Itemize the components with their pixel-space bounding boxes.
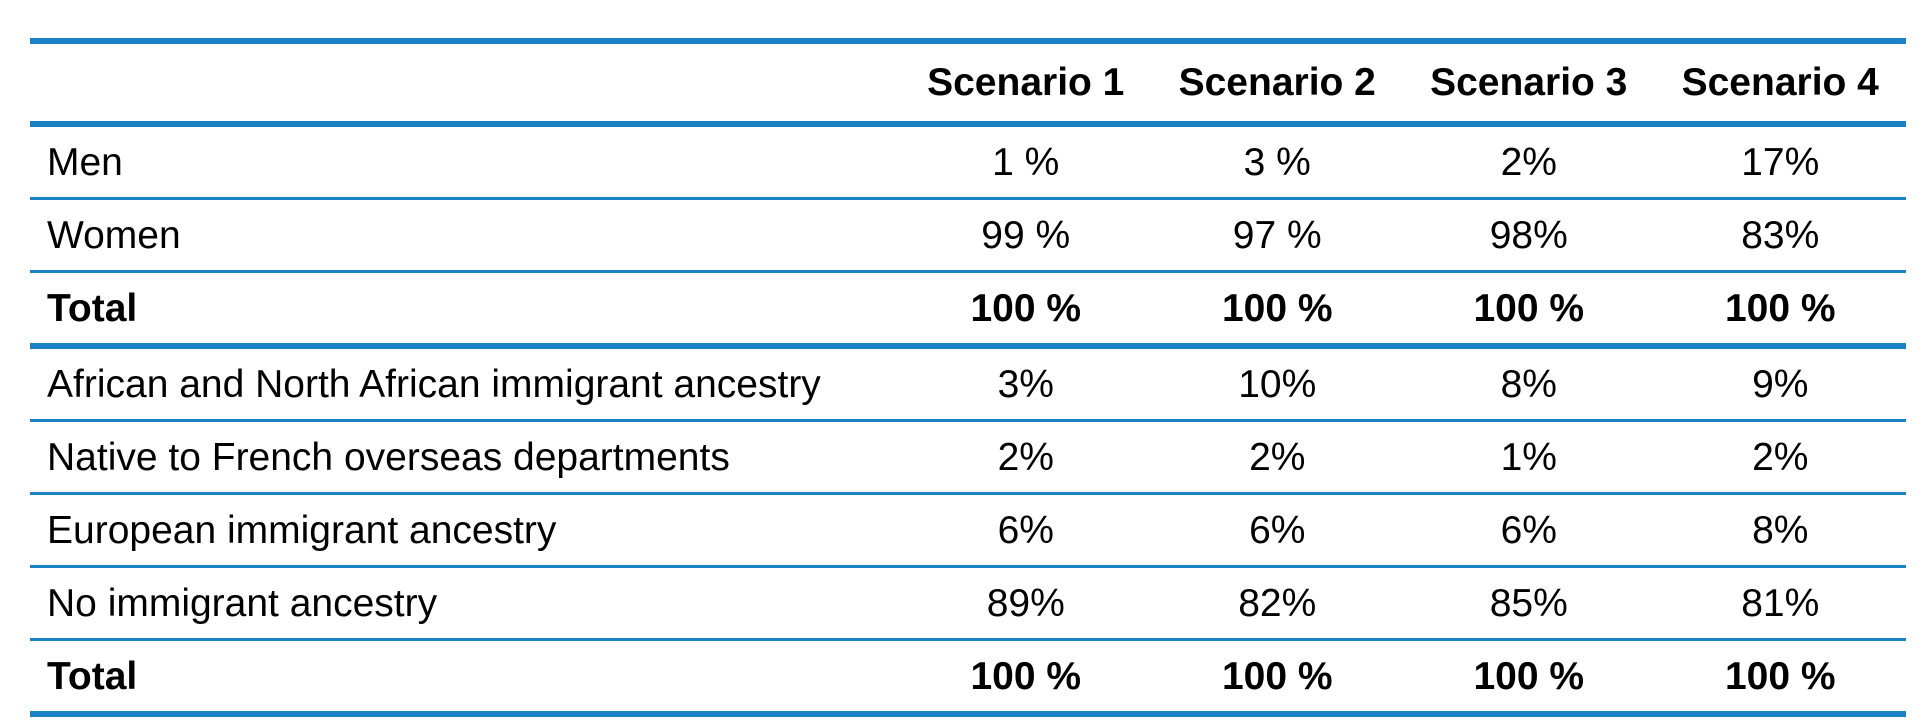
cell-value: 100 %	[1151, 271, 1403, 349]
cell-value: 100 %	[900, 639, 1152, 717]
cell-value: 98%	[1403, 198, 1655, 273]
table-row-african-ancestry: African and North African immigrant ance…	[30, 346, 1906, 422]
cell-value: 82%	[1151, 566, 1403, 641]
cell-value: 85%	[1403, 566, 1655, 641]
cell-value: 99 %	[900, 198, 1152, 273]
row-label: Total	[30, 639, 900, 717]
cell-value: 89%	[900, 566, 1152, 641]
table-row-men: Men 1 % 3 % 2% 17%	[30, 124, 1906, 200]
cell-value: 17%	[1654, 124, 1906, 200]
cell-value: 3 %	[1151, 124, 1403, 200]
cell-value: 97 %	[1151, 198, 1403, 273]
header-empty-cell	[30, 38, 900, 127]
cell-value: 8%	[1403, 346, 1655, 422]
cell-value: 6%	[1151, 493, 1403, 568]
cell-value: 81%	[1654, 566, 1906, 641]
row-label: European immigrant ancestry	[30, 493, 900, 568]
cell-value: 100 %	[1654, 639, 1906, 717]
row-label: Women	[30, 198, 900, 273]
cell-value: 2%	[900, 420, 1152, 495]
cell-value: 1%	[1403, 420, 1655, 495]
cell-value: 100 %	[1403, 639, 1655, 717]
header-scenario-2: Scenario 2	[1151, 38, 1403, 127]
row-label: African and North African immigrant ance…	[30, 346, 900, 422]
header-scenario-3: Scenario 3	[1403, 38, 1655, 127]
cell-value: 2%	[1654, 420, 1906, 495]
cell-value: 6%	[1403, 493, 1655, 568]
table-row-no-immigrant-ancestry: No immigrant ancestry 89% 82% 85% 81%	[30, 566, 1906, 641]
scenario-table-container: Scenario 1 Scenario 2 Scenario 3 Scenari…	[30, 38, 1906, 717]
table-row-overseas-departments: Native to French overseas departments 2%…	[30, 420, 1906, 495]
cell-value: 100 %	[1654, 271, 1906, 349]
header-scenario-4: Scenario 4	[1654, 38, 1906, 127]
scenario-table: Scenario 1 Scenario 2 Scenario 3 Scenari…	[30, 38, 1906, 717]
table-header-row: Scenario 1 Scenario 2 Scenario 3 Scenari…	[30, 38, 1906, 127]
cell-value: 2%	[1151, 420, 1403, 495]
header-scenario-1: Scenario 1	[900, 38, 1152, 127]
cell-value: 100 %	[1403, 271, 1655, 349]
cell-value: 8%	[1654, 493, 1906, 568]
table-row-european-ancestry: European immigrant ancestry 6% 6% 6% 8%	[30, 493, 1906, 568]
cell-value: 1 %	[900, 124, 1152, 200]
cell-value: 2%	[1403, 124, 1655, 200]
row-label: Total	[30, 271, 900, 349]
cell-value: 3%	[900, 346, 1152, 422]
table-row-total-gender: Total 100 % 100 % 100 % 100 %	[30, 271, 1906, 349]
cell-value: 6%	[900, 493, 1152, 568]
row-label: Native to French overseas departments	[30, 420, 900, 495]
table-row-total-ancestry: Total 100 % 100 % 100 % 100 %	[30, 639, 1906, 717]
cell-value: 100 %	[900, 271, 1152, 349]
cell-value: 10%	[1151, 346, 1403, 422]
row-label: Men	[30, 124, 900, 200]
cell-value: 83%	[1654, 198, 1906, 273]
cell-value: 100 %	[1151, 639, 1403, 717]
row-label: No immigrant ancestry	[30, 566, 900, 641]
cell-value: 9%	[1654, 346, 1906, 422]
table-row-women: Women 99 % 97 % 98% 83%	[30, 198, 1906, 273]
